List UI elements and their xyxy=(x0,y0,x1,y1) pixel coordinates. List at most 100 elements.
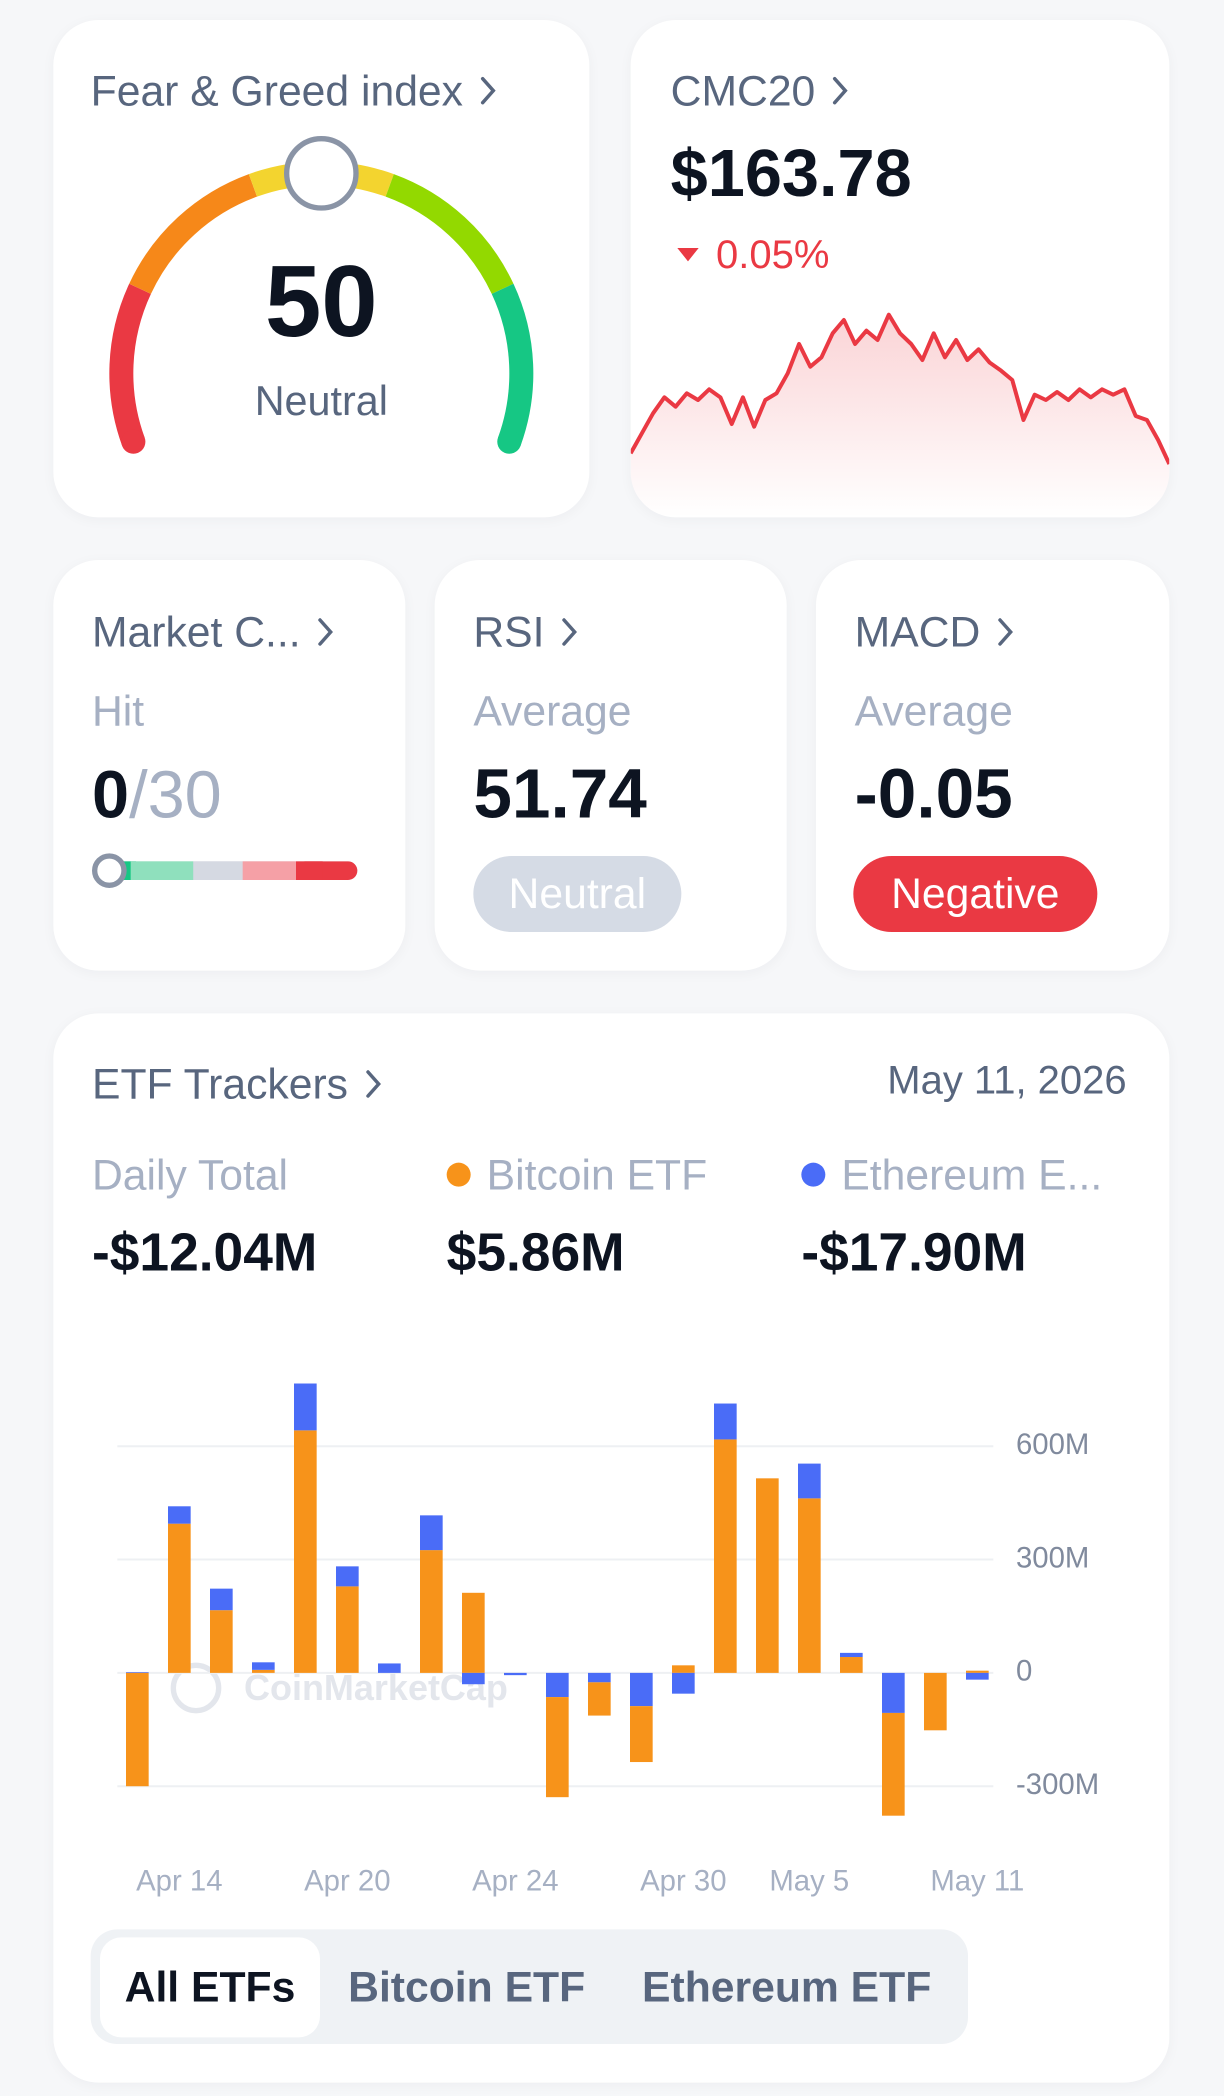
rsi-card[interactable]: RSI Average 51.74 Neutral xyxy=(434,559,787,971)
active-tab-bg xyxy=(99,1937,320,2038)
rsi-status: Neutral xyxy=(473,855,682,932)
bar-segment xyxy=(881,1672,905,1713)
cmc20-title[interactable]: CMC20 xyxy=(671,64,850,117)
ethereum-total: -$17.90M xyxy=(801,1223,1027,1283)
bar-segment xyxy=(251,1662,275,1670)
bar-segment xyxy=(335,1586,359,1673)
etf-date: May 11, 2026 xyxy=(887,1058,1127,1103)
bar-segment xyxy=(545,1697,569,1798)
tab[interactable]: Bitcoin ETF xyxy=(348,1962,586,2011)
watermark-logo xyxy=(170,1662,222,1714)
rsi-title[interactable]: RSI xyxy=(473,605,579,658)
bar-segment xyxy=(242,861,296,880)
macd-title[interactable]: MACD xyxy=(855,605,1015,658)
bar-segment xyxy=(461,1672,485,1685)
x-tick-label: Apr 30 xyxy=(640,1864,726,1897)
bar-segment xyxy=(293,1430,317,1673)
bar-marker xyxy=(91,853,127,888)
market-cycle-subtitle: Hit xyxy=(91,686,145,735)
title-text: CMC20 xyxy=(670,66,816,115)
cmc20-price: $163.78 xyxy=(670,135,912,211)
bar-segment xyxy=(839,1657,863,1673)
fear-greed-title[interactable]: Fear & Greed index xyxy=(91,64,498,117)
chevron xyxy=(481,76,496,105)
sparkline-area xyxy=(630,314,1170,518)
bar-segment xyxy=(587,1672,611,1683)
gauge-segment xyxy=(385,174,514,295)
gauge: 50 Neutral xyxy=(109,135,534,454)
chevron xyxy=(562,618,578,646)
bar-segment xyxy=(797,1463,821,1499)
rsi-subtitle: Average xyxy=(473,686,632,735)
legend-dot xyxy=(801,1162,826,1187)
y-tick-label: 300M xyxy=(1016,1541,1089,1574)
macd-card[interactable]: MACD Average -0.05 Negative xyxy=(815,559,1170,971)
bar-segment xyxy=(881,1712,905,1816)
hit-total: /30 xyxy=(129,757,222,832)
bar-segment xyxy=(755,1478,779,1673)
fear-greed-card[interactable]: Fear & Greed index 50 Neutral xyxy=(53,19,590,518)
bar-segment xyxy=(923,1672,947,1731)
bar-segment xyxy=(671,1672,695,1694)
bar-segment xyxy=(167,1523,191,1673)
macd-subtitle: Average xyxy=(854,686,1013,735)
cmc20-card[interactable]: CMC20 $163.78 0.05% xyxy=(630,19,1170,518)
daily-total-label: Daily Total xyxy=(91,1150,289,1199)
x-tick-label: Apr 20 xyxy=(304,1864,390,1897)
bar-segment xyxy=(713,1439,737,1673)
bar-segment xyxy=(671,1665,695,1673)
title-text: Fear & Greed index xyxy=(90,66,463,115)
etf-title[interactable]: ETF Trackers xyxy=(92,1057,383,1110)
daily-total: -$12.04M xyxy=(91,1223,318,1283)
gauge-segment xyxy=(109,283,152,446)
bar-segment xyxy=(419,1550,443,1673)
bar-segment xyxy=(713,1403,737,1440)
x-tick-label: Apr 24 xyxy=(472,1864,558,1897)
x-tick-label: May 5 xyxy=(769,1864,849,1897)
title-text: MACD xyxy=(854,607,981,656)
bar-segment xyxy=(545,1672,569,1698)
bitcoin-label: Bitcoin ETF xyxy=(486,1150,708,1199)
y-tick-label: -300M xyxy=(1016,1768,1099,1801)
chevron xyxy=(998,618,1014,646)
cmc20-change: 0.05% xyxy=(715,233,830,278)
chevron xyxy=(833,76,849,105)
macd-value: -0.05 xyxy=(854,755,1013,834)
x-tick-label: May 11 xyxy=(930,1864,1024,1897)
bar-segment xyxy=(587,1682,611,1716)
sparkline xyxy=(630,247,1170,518)
gauge-marker xyxy=(283,135,359,211)
market-cycle-card[interactable]: Market C... Hit 0/30 xyxy=(53,559,406,971)
bar-segment xyxy=(629,1706,653,1763)
bar-segment xyxy=(503,1672,527,1676)
bar-segment xyxy=(839,1652,863,1658)
bar-segment xyxy=(251,1669,275,1673)
bar-segment xyxy=(293,1383,317,1431)
bar-segment xyxy=(629,1672,653,1707)
title-text: Market C... xyxy=(91,607,301,656)
tab[interactable]: Ethereum ETF xyxy=(642,1962,932,2011)
gauge-cap xyxy=(121,429,146,454)
rsi-value: 51.74 xyxy=(473,755,647,834)
gauge-value: 50 xyxy=(265,245,378,358)
bar-segment xyxy=(167,1506,191,1524)
y-tick-label: 600M xyxy=(1016,1428,1089,1461)
gauge-segment xyxy=(491,283,534,446)
market-cycle-title[interactable]: Market C... xyxy=(92,605,335,658)
sparkline-line xyxy=(630,312,1170,465)
tab[interactable]: All ETFs xyxy=(124,1962,296,2011)
bar-segment xyxy=(797,1498,821,1673)
bar-segment xyxy=(377,1663,401,1673)
bar-segment xyxy=(461,1592,485,1673)
bar-segment xyxy=(125,1672,149,1673)
chevron xyxy=(318,618,334,646)
market-cycle-count: 0/30 xyxy=(92,755,222,835)
macd-status: Negative xyxy=(853,855,1098,932)
gauge-label: Neutral xyxy=(255,378,388,424)
gauge-cap xyxy=(497,429,522,454)
bar-segment xyxy=(130,861,194,880)
hit-count: 0 xyxy=(91,757,130,832)
down-arrow xyxy=(677,247,699,262)
